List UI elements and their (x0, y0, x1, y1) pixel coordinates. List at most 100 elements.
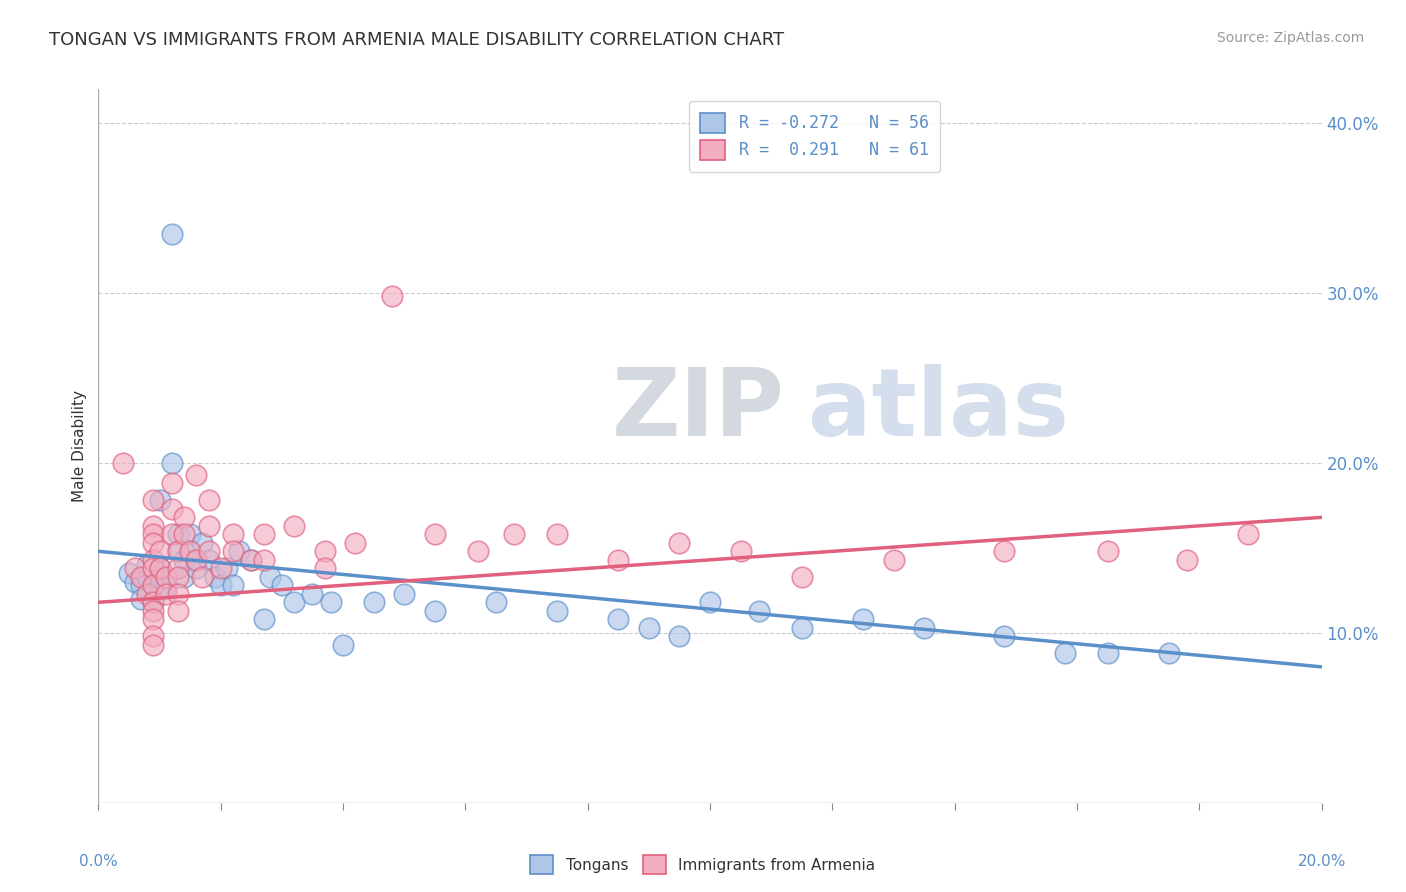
Legend: R = -0.272   N = 56, R =  0.291   N = 61: R = -0.272 N = 56, R = 0.291 N = 61 (689, 101, 941, 172)
Point (124, 574, 146, 589)
Point (240, 553, 263, 567)
Point (167, 527, 190, 541)
Point (1237, 527, 1260, 541)
Point (197, 544, 219, 558)
Point (197, 493, 219, 508)
Point (142, 561, 165, 575)
Point (319, 595, 342, 609)
Point (136, 570, 159, 584)
Point (392, 587, 416, 601)
Point (503, 527, 526, 541)
Point (240, 553, 263, 567)
Point (301, 587, 323, 601)
Point (1175, 553, 1198, 567)
Text: 0.0%: 0.0% (79, 854, 118, 869)
Point (546, 604, 568, 618)
Point (423, 604, 446, 618)
Point (546, 527, 568, 541)
Point (314, 544, 336, 558)
Point (136, 558, 159, 572)
Point (142, 595, 165, 609)
Point (179, 544, 201, 558)
Point (423, 527, 446, 541)
Point (215, 561, 238, 575)
Point (160, 227, 183, 241)
Point (790, 621, 813, 635)
Text: TONGAN VS IMMIGRANTS FROM ARMENIA MALE DISABILITY CORRELATION CHART: TONGAN VS IMMIGRANTS FROM ARMENIA MALE D… (49, 31, 785, 49)
Point (155, 587, 177, 601)
Legend: Tongans, Immigrants from Armenia: Tongans, Immigrants from Armenia (524, 849, 882, 880)
Point (270, 578, 292, 592)
Point (142, 595, 165, 609)
Point (136, 587, 159, 601)
Point (111, 456, 134, 470)
Point (197, 553, 219, 567)
Point (209, 578, 232, 592)
Point (314, 561, 336, 575)
Point (142, 629, 165, 643)
Point (607, 612, 630, 626)
Point (142, 527, 165, 541)
Point (252, 612, 274, 626)
Point (142, 536, 165, 550)
Point (259, 570, 281, 584)
Point (155, 570, 177, 584)
Point (485, 595, 508, 609)
Point (155, 570, 177, 584)
Point (167, 544, 190, 558)
Point (129, 591, 152, 606)
Point (222, 578, 245, 592)
Point (852, 612, 875, 626)
Point (283, 595, 305, 609)
Point (993, 629, 1015, 643)
Point (167, 604, 190, 618)
Point (912, 621, 935, 635)
Point (129, 578, 152, 592)
Point (344, 536, 367, 550)
Point (197, 519, 219, 533)
Point (790, 570, 813, 584)
Point (668, 629, 690, 643)
Point (155, 580, 177, 594)
Y-axis label: Male Disability: Male Disability (72, 390, 87, 502)
Point (149, 544, 172, 558)
Text: 20.0%: 20.0% (1298, 854, 1346, 869)
Point (883, 553, 905, 567)
Point (173, 527, 195, 541)
Point (142, 578, 165, 592)
Point (381, 289, 404, 303)
Point (222, 544, 245, 558)
Point (252, 527, 274, 541)
Point (186, 561, 208, 575)
Point (129, 570, 152, 584)
Point (142, 612, 165, 626)
Point (173, 553, 195, 567)
Point (204, 570, 226, 584)
Point (637, 621, 661, 635)
Point (993, 544, 1015, 558)
Point (142, 638, 165, 652)
Point (160, 476, 183, 491)
Point (118, 566, 141, 581)
Point (186, 553, 208, 567)
Point (748, 604, 770, 618)
Point (167, 587, 190, 601)
Point (149, 583, 172, 598)
Point (142, 519, 165, 533)
Text: atlas: atlas (808, 364, 1069, 457)
Point (332, 638, 354, 652)
Point (209, 561, 232, 575)
Point (142, 493, 165, 508)
Point (149, 561, 172, 575)
Point (173, 510, 195, 524)
Point (467, 544, 489, 558)
Point (160, 501, 183, 516)
Point (179, 527, 201, 541)
Point (1097, 544, 1119, 558)
Point (252, 553, 274, 567)
Point (160, 527, 183, 541)
Point (149, 572, 172, 586)
Point (186, 553, 208, 567)
Point (668, 536, 690, 550)
Point (142, 553, 165, 567)
